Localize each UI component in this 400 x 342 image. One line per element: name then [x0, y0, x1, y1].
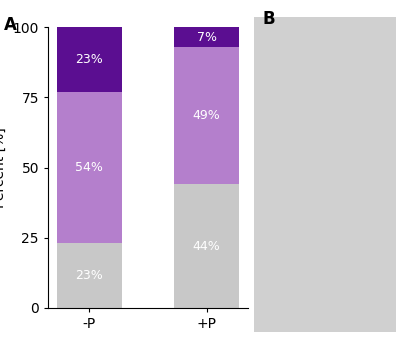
Text: B: B: [262, 10, 275, 28]
Bar: [174, 27, 239, 47]
Bar: [57, 92, 122, 243]
Bar: [174, 47, 239, 184]
Legend: 3, 2, 1: 3, 2, 1: [264, 108, 318, 199]
Bar: [57, 243, 122, 308]
Y-axis label: Percent [%]: Percent [%]: [0, 127, 7, 208]
Text: 23%: 23%: [76, 53, 103, 66]
Text: 7%: 7%: [197, 31, 217, 44]
Text: 23%: 23%: [76, 269, 103, 282]
Text: 54%: 54%: [76, 161, 103, 174]
Text: 49%: 49%: [193, 109, 220, 122]
Text: A: A: [4, 16, 17, 34]
Bar: [174, 184, 239, 308]
Bar: [57, 27, 122, 92]
Text: 44%: 44%: [193, 240, 220, 253]
